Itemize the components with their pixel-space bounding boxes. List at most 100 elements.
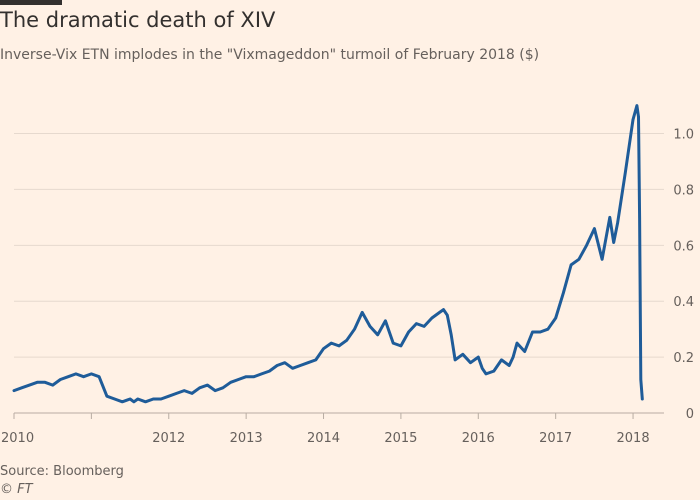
data-point [608,216,611,219]
data-point [244,375,248,378]
data-point [477,355,480,359]
y-tick-label: 0 [686,407,694,422]
y-tick-label: 1.0 [673,128,694,143]
data-point [206,383,209,387]
data-point [82,375,85,378]
data-point [67,375,70,378]
data-point [368,325,372,328]
data-point [450,333,453,336]
data-point [74,372,78,376]
data-point [306,361,310,364]
x-tick-label: 2012 [152,431,185,446]
data-point [415,322,418,325]
data-point [229,381,232,384]
x-tick-label: 2018 [617,431,650,446]
data-point [252,375,256,378]
data-point [90,372,93,376]
data-point [330,341,333,345]
data-point [442,308,445,311]
data-point [283,361,286,364]
data-point [438,311,441,314]
y-tick-label: 0.6 [673,239,694,254]
data-point [539,330,542,334]
data-point [562,291,565,294]
data-point [593,227,596,230]
data-point [28,383,31,387]
data-point [97,375,101,378]
data-point [569,263,573,267]
x-tick-label: 2017 [539,431,572,446]
data-point [167,395,170,398]
data-point [422,325,426,328]
ft-header-bar [0,0,62,5]
data-point [214,389,217,392]
data-point [36,381,39,384]
data-point [237,378,240,381]
data-point [635,104,639,107]
data-point [175,392,178,395]
data-point [51,383,54,387]
series-points [12,104,644,403]
data-point [121,400,124,403]
data-point [221,386,225,389]
data-point [500,358,503,362]
data-point [585,244,588,247]
x-tick-label: 2010 [1,431,34,446]
x-tick-label: 2016 [462,431,495,446]
data-point [531,330,534,334]
data-point [577,258,581,261]
chart-title: The dramatic death of XIV [0,8,276,32]
data-point [43,381,47,384]
data-point [484,372,488,376]
data-point [132,400,136,403]
data-point [523,350,526,353]
x-axis-ticks: 2010 2012 2013 2014 2015 2016 2017 2018 [1,413,650,446]
data-point [616,221,619,225]
data-point [299,364,302,367]
data-point [152,397,155,401]
data-point [511,355,515,359]
data-point [631,118,635,121]
data-point [639,378,642,381]
data-point [291,367,294,370]
x-tick-label: 2013 [230,431,263,446]
data-point [453,358,457,362]
y-tick-label: 0.2 [673,351,694,366]
data-point [446,314,449,317]
data-point [515,341,519,345]
data-point [612,241,615,244]
data-point [399,344,403,348]
data-point [314,358,317,362]
data-point [59,378,62,381]
x-tick-label: 2015 [384,431,417,446]
data-point [337,344,341,348]
data-point [492,369,495,373]
data-point [20,386,23,389]
data-point [345,339,348,342]
data-point [198,386,201,389]
data-point [260,372,263,376]
data-point [554,316,557,320]
x-tick-label: 2014 [307,431,340,446]
data-point [136,397,139,401]
y-tick-label: 0.8 [673,183,694,198]
data-point [430,316,434,320]
data-point [637,115,640,119]
data-point [190,392,194,395]
data-point [469,361,472,364]
data-point [322,347,325,350]
data-point [12,389,16,392]
data-point [600,258,604,261]
data-point [508,364,511,367]
data-point [113,397,116,401]
data-point [384,319,387,322]
data-point [183,389,186,392]
data-point [546,328,550,331]
data-point [392,341,395,345]
y-tick-label: 0.4 [673,295,694,310]
data-point [461,353,464,356]
gridlines [14,133,664,414]
data-point [353,328,356,331]
data-point [159,397,163,401]
